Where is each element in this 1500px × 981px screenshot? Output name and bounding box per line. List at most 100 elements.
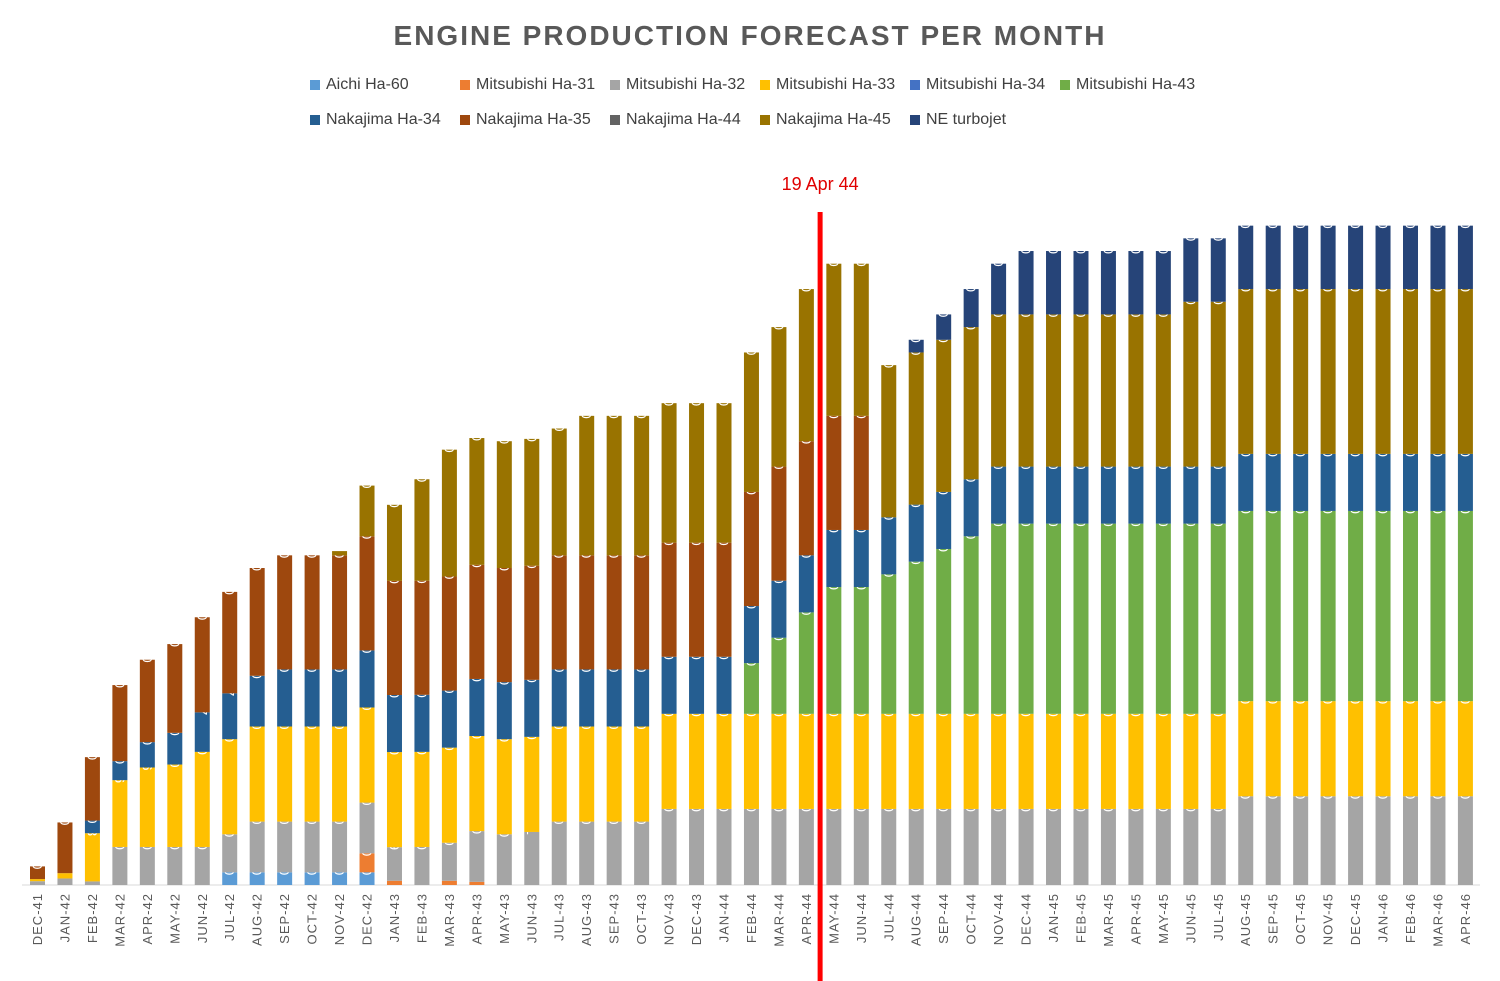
bar-segment xyxy=(963,479,979,537)
x-tick-label: JAN-43 xyxy=(387,893,402,942)
legend-label: Mitsubishi Ha-32 xyxy=(626,76,746,93)
data-label: 300 xyxy=(1403,205,1419,229)
bar-segment xyxy=(1265,453,1281,511)
bar-segment xyxy=(853,529,869,588)
x-tick-label: JUN-42 xyxy=(195,893,210,943)
data-label: 450 xyxy=(194,597,210,621)
bar-segment xyxy=(963,713,979,809)
bar-segment xyxy=(112,780,128,847)
bar-segment xyxy=(84,881,100,885)
bar-segment xyxy=(1320,510,1336,702)
bar-segment xyxy=(1375,701,1391,797)
bar-segment xyxy=(1430,796,1446,885)
legend-item-nakajima-ha-45: Nakajima Ha-45 xyxy=(760,111,891,129)
data-label: 240 xyxy=(359,465,375,489)
bar-segment xyxy=(1293,289,1309,454)
bar-segment xyxy=(551,726,567,822)
bar-segment xyxy=(1375,289,1391,454)
bar-segment xyxy=(167,846,183,885)
bar-segment xyxy=(1046,466,1062,524)
bar-segment xyxy=(1293,701,1309,797)
bar-segment xyxy=(551,821,567,885)
bar-segment xyxy=(1046,523,1062,714)
legend-label: NE turbojet xyxy=(926,111,1007,128)
bar-segment xyxy=(496,682,512,740)
bar-segment xyxy=(881,365,897,518)
x-tick-label: JUL-45 xyxy=(1211,893,1226,941)
data-label: 300 xyxy=(1320,205,1336,229)
bar-segment xyxy=(139,659,155,743)
bar-segment xyxy=(1293,796,1309,885)
x-tick-label: SEP-44 xyxy=(936,893,951,944)
bar-segment xyxy=(277,726,293,822)
bar-segment xyxy=(1238,796,1254,885)
x-tick-label: FEB-43 xyxy=(414,893,429,943)
bar-segment xyxy=(1128,251,1144,315)
bar-segment xyxy=(1238,453,1254,511)
x-tick-label: DEC-44 xyxy=(1019,893,1034,945)
data-label: 60 xyxy=(30,854,46,870)
bar-segment xyxy=(963,536,979,714)
bar-segment xyxy=(1320,796,1336,885)
x-tick-label: APR-45 xyxy=(1128,893,1143,945)
bar-segment xyxy=(1403,510,1418,702)
bar-segment xyxy=(1210,301,1226,467)
legend-label: Nakajima Ha-34 xyxy=(326,111,441,128)
bar-segment xyxy=(908,561,924,714)
bar-segment xyxy=(771,637,787,714)
bar-segment xyxy=(826,713,842,809)
x-tick-label: DEC-45 xyxy=(1348,893,1363,945)
bar-segment xyxy=(716,808,732,885)
bar-segment xyxy=(1403,701,1418,797)
bar-segment xyxy=(167,732,183,765)
bar-segment xyxy=(469,564,485,679)
bar-segment xyxy=(1210,523,1226,714)
x-tick-label: DEC-42 xyxy=(360,893,375,945)
bar-segment xyxy=(936,491,952,549)
bar-segment xyxy=(1320,225,1336,290)
bar-segment xyxy=(991,263,1007,315)
bar-segment xyxy=(441,449,457,577)
bar-segment xyxy=(689,403,705,543)
legend-item-mitsubishi-ha-33: Mitsubishi Ha-33 xyxy=(760,76,895,94)
bar-segment xyxy=(908,352,924,505)
data-label: 720 xyxy=(798,269,814,293)
bar-segment xyxy=(826,587,842,714)
legend-swatch xyxy=(460,115,470,125)
bar-segment xyxy=(1457,453,1473,511)
data-label: 360 xyxy=(112,665,128,689)
x-tick-label: NOV-44 xyxy=(991,893,1006,945)
legend-label: Aichi Ha-60 xyxy=(326,76,409,93)
legend-swatch xyxy=(460,80,470,90)
data-label: 420 xyxy=(167,624,183,648)
data-label: 300 xyxy=(1293,205,1309,229)
x-tick-label: SEP-45 xyxy=(1266,893,1281,944)
bar-segment xyxy=(743,663,759,714)
bar-segment xyxy=(1183,808,1199,885)
bar-segment xyxy=(139,767,155,847)
data-label: 300 xyxy=(1155,231,1171,255)
bar-segment xyxy=(1210,713,1226,809)
bar-segment xyxy=(1238,289,1254,454)
legend-swatch xyxy=(310,80,320,90)
bar-segment xyxy=(743,808,759,885)
x-tick-label: MAR-42 xyxy=(112,893,127,947)
data-label: 720 xyxy=(826,243,842,267)
x-tick-label: MAR-43 xyxy=(442,893,457,947)
bar-segment xyxy=(936,548,952,714)
legend-label: Mitsubishi Ha-43 xyxy=(1076,76,1196,93)
bar-segment xyxy=(359,872,375,885)
bar-segment xyxy=(386,752,402,848)
bar-segment xyxy=(798,713,814,809)
bar-segment xyxy=(991,314,1007,467)
data-label: 540 xyxy=(277,535,293,559)
data-label: 180 xyxy=(963,269,979,293)
bar-segment xyxy=(1430,510,1446,702)
x-tick-label: JUL-42 xyxy=(222,893,237,941)
bar-segment xyxy=(551,669,567,727)
bar-segment xyxy=(881,574,897,714)
legend-item-aichi-ha-60: Aichi Ha-60 xyxy=(310,76,409,94)
bar-segment xyxy=(167,764,183,847)
bar-segment xyxy=(1293,510,1309,702)
bar-segment xyxy=(579,821,595,885)
